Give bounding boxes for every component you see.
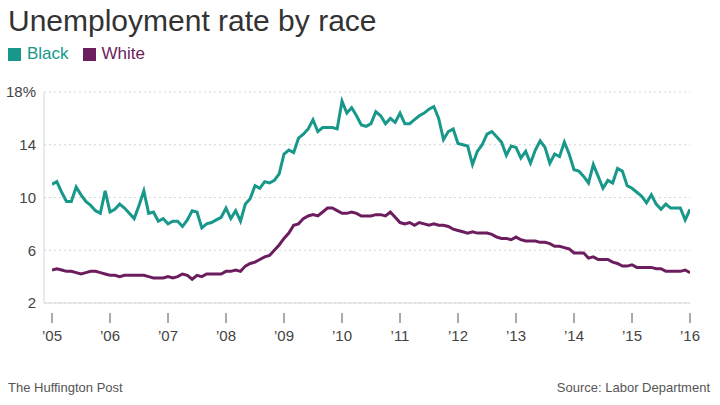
svg-text:’09: ’09 — [274, 327, 294, 344]
html-text:The Huffington Post: The Huffington Post — [8, 380, 123, 395]
svg-text:’06: ’06 — [100, 327, 120, 344]
svg-text:’11: ’11 — [391, 327, 410, 344]
svg-text:’14: ’14 — [564, 327, 584, 344]
svg-text:’05: ’05 — [42, 327, 62, 344]
html-text:Source: Labor Department: Source: Labor Department — [556, 380, 710, 395]
svg-text:’16: ’16 — [680, 327, 700, 344]
svg-text:’08: ’08 — [216, 327, 236, 344]
svg-text:’13: ’13 — [506, 327, 526, 344]
svg-text:’12: ’12 — [448, 327, 468, 344]
svg-text:’10: ’10 — [332, 327, 352, 344]
html-text:White: White — [101, 44, 145, 63]
svg-text:’07: ’07 — [158, 327, 178, 344]
svg-text:6: 6 — [28, 242, 36, 259]
svg-text:18%: 18% — [8, 83, 36, 100]
svg-text:14: 14 — [19, 136, 36, 153]
html-text:Black: Black — [27, 44, 69, 63]
svg-text:10: 10 — [19, 189, 36, 206]
html-text:Unemployment rate by race: Unemployment rate by race — [8, 4, 377, 37]
svg-text:’15: ’15 — [622, 327, 642, 344]
svg-text:2: 2 — [28, 294, 36, 311]
